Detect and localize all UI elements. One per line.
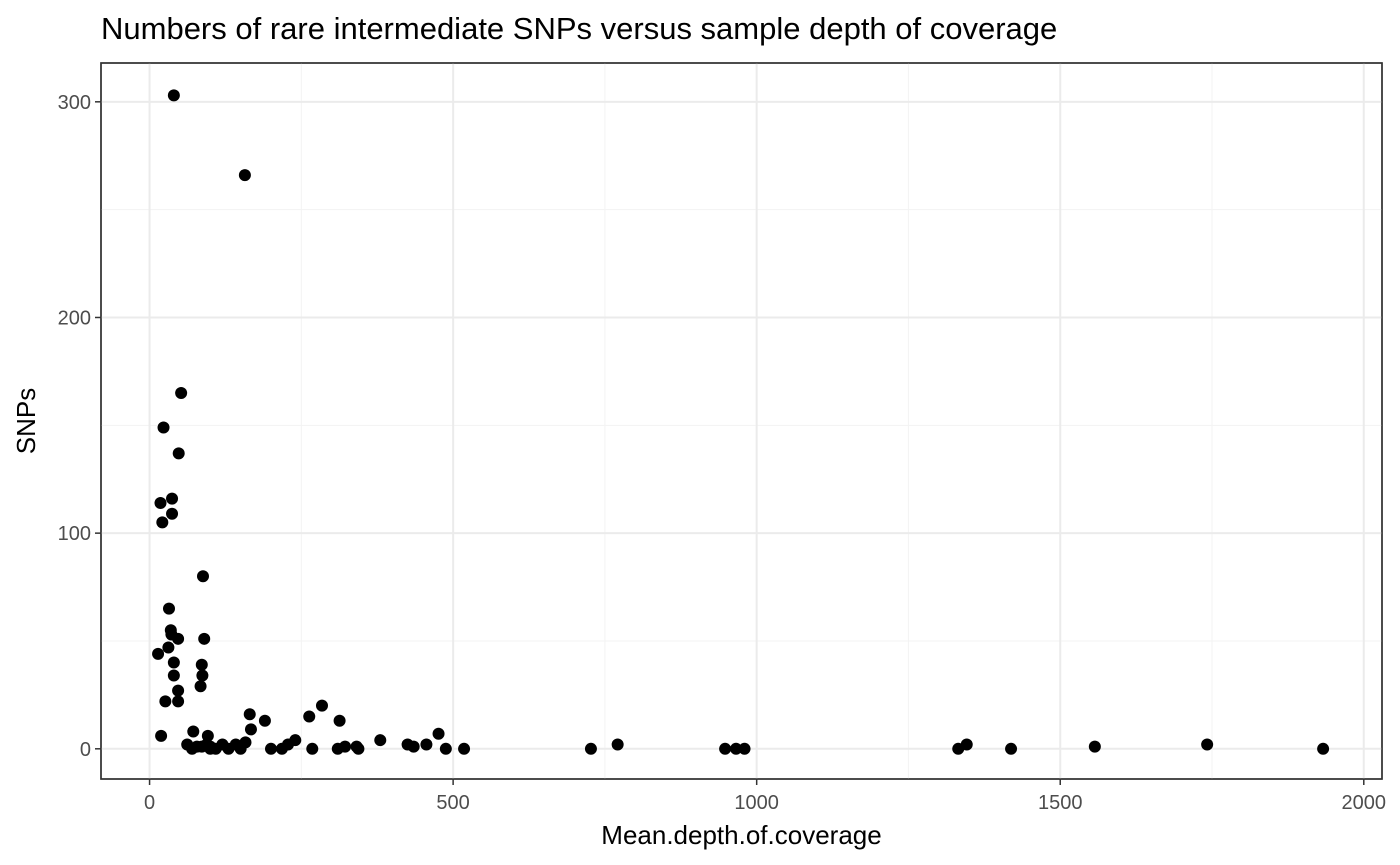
y-tick-label: 100 [58,523,91,545]
data-point [730,742,743,755]
data-point [196,570,209,583]
data-point [315,699,328,712]
chart-title: Numbers of rare intermediate SNPs versus… [101,11,1057,46]
data-point [407,740,420,753]
plot-panel [100,62,1383,780]
y-tick-label: 200 [58,307,91,329]
data-point [162,602,175,615]
x-tick-label: 500 [436,792,469,814]
y-tick-label: 0 [80,739,91,761]
data-point [243,708,256,721]
data-point [611,738,624,751]
data-point [167,89,180,102]
data-point [374,734,387,747]
data-point [352,742,365,755]
data-point [154,496,167,509]
data-point [333,714,346,727]
data-point [1088,740,1101,753]
data-point [172,695,185,708]
data-points [152,89,1330,755]
data-point [303,710,316,723]
data-point [167,656,180,669]
y-tick-label: 300 [58,92,91,114]
data-point [281,738,294,751]
y-axis-title: SNPs [11,388,41,454]
data-point [187,725,200,738]
data-point [172,632,185,645]
data-point [167,669,180,682]
data-point [1005,742,1018,755]
data-point [719,742,732,755]
data-point [166,507,179,520]
x-tick-label: 1000 [734,792,779,814]
x-tick-label: 1500 [1038,792,1083,814]
data-point [264,742,277,755]
data-point [196,669,209,682]
x-axis: 0 500 1000 1500 2000 [144,779,1386,814]
data-point [306,742,319,755]
data-point [584,742,597,755]
data-point [195,658,208,671]
x-tick-label: 2000 [1342,792,1387,814]
data-point [244,723,257,736]
data-point [172,684,185,697]
x-tick-label: 0 [144,792,155,814]
data-point [238,169,251,182]
data-point [194,680,207,693]
y-axis: 0 100 200 300 [58,92,101,761]
panel-border [100,62,1383,780]
data-point [198,632,211,645]
data-point [960,738,973,751]
data-point [175,386,188,399]
data-point [166,492,179,505]
data-point [458,742,471,755]
data-point [157,421,170,434]
data-point [239,736,252,749]
data-point [439,742,452,755]
data-point [162,641,175,654]
data-point [339,740,352,753]
data-point [155,729,168,742]
data-point [186,742,199,755]
data-point [1317,742,1330,755]
data-point [420,738,433,751]
data-point [152,647,165,660]
data-point [159,695,172,708]
data-point [258,714,271,727]
data-point [1201,738,1214,751]
data-point [738,742,751,755]
data-point [204,742,217,755]
data-point [432,727,445,740]
x-axis-title: Mean.depth.of.coverage [601,820,881,850]
data-point [156,516,169,529]
data-point [172,447,185,460]
